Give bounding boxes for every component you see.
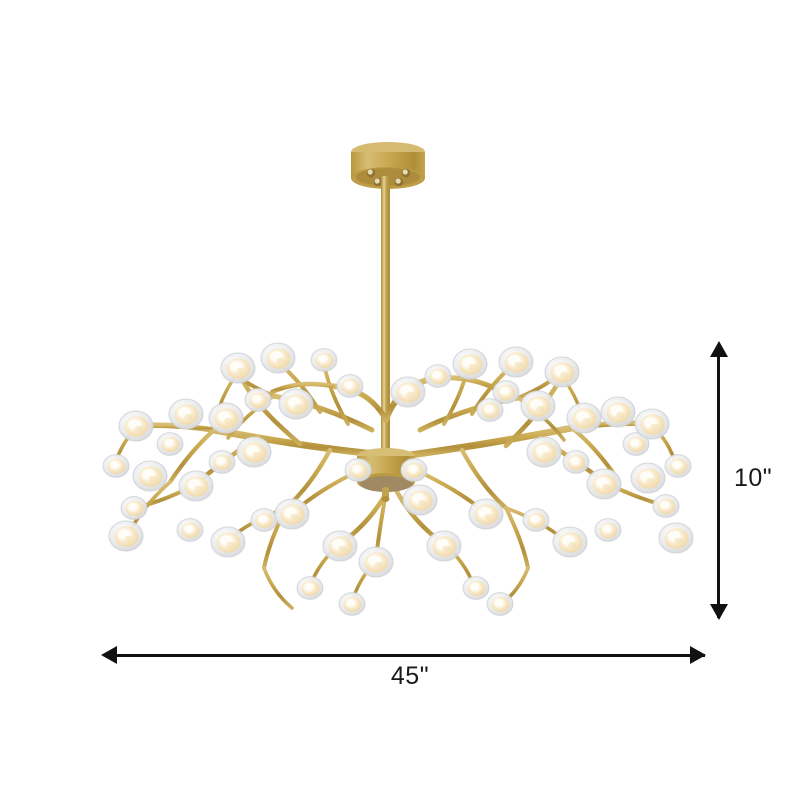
height-dimension-label: 10" (734, 464, 773, 492)
downrod (381, 176, 390, 466)
width-dimension-line (105, 654, 705, 657)
arrow-right-icon (690, 646, 706, 664)
canopy-screws (366, 168, 411, 187)
arrow-down-icon (710, 604, 728, 620)
height-dimension-line (717, 346, 720, 618)
ceiling-canopy (351, 142, 425, 189)
width-dimension-label: 45" (390, 662, 430, 690)
